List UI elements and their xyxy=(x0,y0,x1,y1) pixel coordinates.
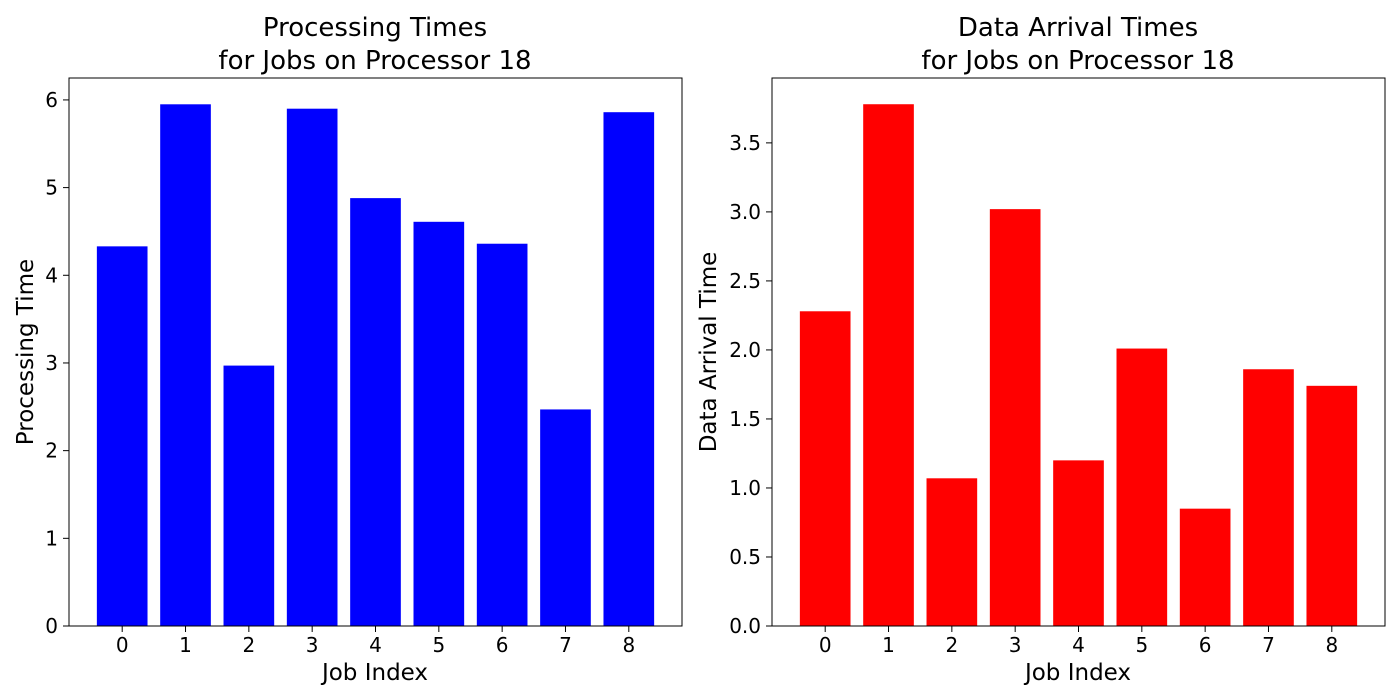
x-tick-label: 0 xyxy=(116,633,129,657)
bar-job-6 xyxy=(476,243,528,626)
bar-job-1 xyxy=(160,104,211,627)
y-tick-label: 1.0 xyxy=(729,476,761,500)
x-tick-label: 6 xyxy=(1199,633,1212,657)
bar-job-8 xyxy=(603,112,655,626)
bar-job-5 xyxy=(1116,348,1168,626)
x-tick-label: 4 xyxy=(1072,633,1085,657)
x-axis-label: Job Index xyxy=(320,660,428,686)
bar-job-4 xyxy=(350,198,401,626)
plot-frame xyxy=(68,77,683,627)
bars-group xyxy=(96,104,655,627)
bar-job-8 xyxy=(1306,385,1358,626)
x-tick-label: 8 xyxy=(622,633,635,657)
processing-times-chart: Processing Times for Jobs on Processor 1… xyxy=(13,13,683,686)
bars-group xyxy=(799,104,1358,627)
x-tick-label: 7 xyxy=(559,633,572,657)
y-tick-label: 3.5 xyxy=(729,131,761,155)
y-axis-label: Data Arrival Time xyxy=(696,252,722,453)
x-tick-label: 4 xyxy=(369,633,382,657)
bar-job-0 xyxy=(96,246,148,626)
data-arrival-times-chart: Data Arrival Times for Jobs on Processor… xyxy=(696,13,1386,686)
x-tick-label: 5 xyxy=(1135,633,1148,657)
ticks-group: 0 1 2 3 4 5 6 7 8 0.0 0.5 1.0 1.5 2.0 2.5 3.0 3.5 xyxy=(729,131,1338,657)
chart-title-line-2: for Jobs on Processor 18 xyxy=(218,46,531,76)
bar-job-2 xyxy=(926,478,978,626)
y-tick-label: 0 xyxy=(45,614,58,638)
y-tick-label: 0.0 xyxy=(729,614,761,638)
y-tick-label: 2 xyxy=(45,439,58,463)
chart-title-line-1: Processing Times xyxy=(263,13,487,43)
bar-job-3 xyxy=(286,108,338,626)
x-tick-label: 3 xyxy=(1009,633,1022,657)
y-tick-label: 3 xyxy=(45,351,58,375)
y-tick-label: 2.5 xyxy=(729,269,761,293)
y-tick-label: 6 xyxy=(45,88,58,112)
y-tick-label: 3.0 xyxy=(729,200,761,224)
x-tick-label: 0 xyxy=(819,633,832,657)
y-tick-label: 4 xyxy=(45,263,58,287)
plot-frame xyxy=(771,77,1386,627)
x-tick-label: 1 xyxy=(882,633,895,657)
bar-job-7 xyxy=(1243,369,1294,626)
x-tick-label: 6 xyxy=(496,633,509,657)
x-tick-label: 3 xyxy=(306,633,319,657)
y-tick-label: 1.5 xyxy=(729,407,761,431)
bar-job-6 xyxy=(1179,508,1231,626)
bar-job-3 xyxy=(989,209,1041,626)
x-tick-label: 5 xyxy=(432,633,445,657)
y-tick-label: 2.0 xyxy=(729,338,761,362)
y-tick-label: 1 xyxy=(45,526,58,550)
chart-title-line-1: Data Arrival Times xyxy=(958,13,1198,43)
bar-job-5 xyxy=(413,221,465,627)
chart-title-line-2: for Jobs on Processor 18 xyxy=(921,46,1234,76)
bar-job-7 xyxy=(540,409,591,626)
x-tick-label: 1 xyxy=(179,633,192,657)
x-tick-label: 2 xyxy=(945,633,958,657)
bar-job-2 xyxy=(223,365,275,626)
x-tick-label: 2 xyxy=(242,633,255,657)
bar-job-0 xyxy=(799,311,851,626)
ticks-group: 0 1 2 3 4 5 6 7 8 0 1 2 3 4 5 6 xyxy=(45,88,635,657)
y-tick-label: 5 xyxy=(45,176,58,200)
x-axis-label: Job Index xyxy=(1023,660,1131,686)
bar-job-1 xyxy=(863,104,914,627)
x-tick-label: 7 xyxy=(1262,633,1275,657)
y-tick-label: 0.5 xyxy=(729,545,761,569)
bar-job-4 xyxy=(1053,460,1104,626)
y-axis-label: Processing Time xyxy=(13,259,39,445)
x-tick-label: 8 xyxy=(1325,633,1338,657)
